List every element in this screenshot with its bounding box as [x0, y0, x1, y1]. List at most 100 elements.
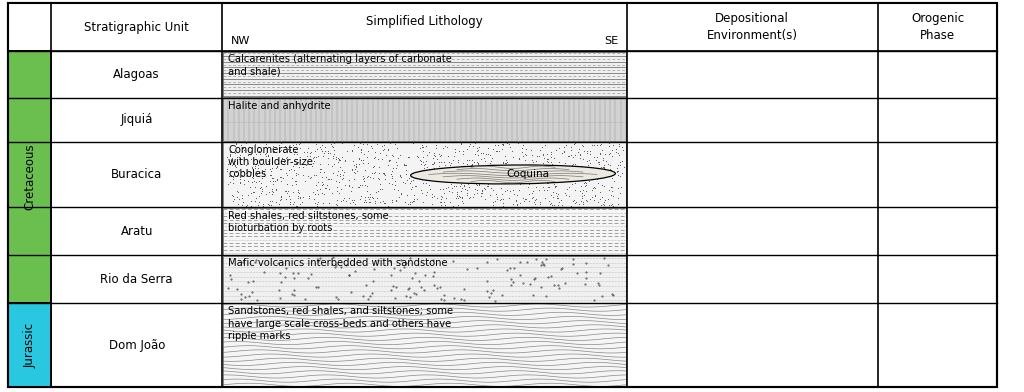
- Point: [344, 166, 360, 172]
- Point: [367, 155, 383, 161]
- Point: [295, 163, 311, 170]
- Point: [521, 198, 538, 204]
- Point: [376, 170, 392, 176]
- Point: [494, 145, 510, 152]
- Point: [338, 148, 354, 154]
- Point: [571, 154, 588, 161]
- Point: [536, 151, 552, 157]
- Point: [524, 188, 541, 194]
- Point: [252, 191, 268, 197]
- Point: [450, 159, 466, 165]
- Point: [375, 146, 391, 152]
- Point: [381, 158, 397, 164]
- Text: Depositional
Environment(s): Depositional Environment(s): [707, 12, 798, 42]
- Point: [370, 188, 386, 194]
- Point: [265, 181, 282, 187]
- Point: [221, 168, 238, 174]
- Point: [507, 162, 523, 168]
- Point: [429, 195, 445, 201]
- Point: [403, 185, 420, 192]
- Point: [278, 170, 294, 176]
- Point: [415, 148, 431, 154]
- Point: [367, 149, 383, 155]
- Point: [305, 157, 322, 163]
- Point: [312, 166, 329, 172]
- Point: [386, 186, 402, 192]
- Point: [450, 201, 466, 208]
- Point: [608, 149, 625, 156]
- Point: [225, 176, 242, 182]
- Point: [274, 175, 291, 181]
- Point: [520, 175, 537, 181]
- Point: [230, 167, 247, 173]
- Point: [470, 152, 486, 158]
- Point: [344, 184, 360, 191]
- Point: [464, 162, 480, 169]
- Point: [279, 154, 295, 161]
- Point: [462, 193, 478, 200]
- Point: [272, 166, 289, 172]
- Point: [414, 161, 430, 167]
- Point: [299, 149, 315, 155]
- Point: [542, 171, 558, 177]
- Point: [555, 149, 571, 155]
- Point: [384, 181, 400, 187]
- Point: [454, 195, 470, 201]
- Point: [554, 165, 570, 171]
- Point: [224, 198, 241, 204]
- Point: [433, 196, 450, 202]
- Point: [571, 188, 588, 194]
- Point: [564, 162, 581, 169]
- Point: [355, 157, 372, 163]
- Point: [282, 166, 298, 172]
- Point: [511, 187, 527, 193]
- Point: [406, 173, 422, 180]
- Point: [572, 183, 589, 189]
- Point: [334, 140, 350, 146]
- Point: [566, 187, 583, 193]
- Point: [425, 161, 441, 167]
- Point: [264, 174, 281, 181]
- Point: [401, 200, 418, 206]
- Point: [364, 145, 380, 151]
- Point: [502, 144, 518, 150]
- Point: [355, 141, 372, 147]
- Point: [318, 182, 335, 189]
- Point: [511, 187, 527, 193]
- Point: [474, 190, 490, 196]
- Point: [297, 178, 313, 184]
- Point: [412, 171, 428, 177]
- Point: [365, 163, 381, 170]
- Point: [592, 150, 608, 156]
- Point: [495, 141, 511, 147]
- Point: [265, 178, 282, 184]
- Point: [517, 151, 534, 157]
- Point: [353, 193, 370, 199]
- Point: [615, 163, 632, 170]
- Point: [331, 190, 347, 196]
- Point: [603, 184, 620, 191]
- Point: [551, 199, 567, 205]
- Point: [390, 154, 407, 161]
- Point: [409, 195, 425, 201]
- Point: [564, 181, 581, 187]
- Point: [222, 179, 239, 185]
- Point: [280, 172, 296, 178]
- Point: [350, 161, 367, 167]
- Point: [531, 153, 548, 160]
- Point: [579, 158, 595, 164]
- Point: [313, 181, 330, 188]
- Point: [306, 172, 323, 178]
- Point: [499, 159, 515, 165]
- Point: [305, 160, 322, 166]
- Point: [244, 174, 260, 180]
- Point: [442, 162, 459, 168]
- Point: [453, 181, 469, 187]
- Point: [463, 172, 479, 179]
- Point: [260, 151, 276, 158]
- Point: [371, 164, 387, 170]
- Point: [353, 149, 370, 155]
- Point: [473, 188, 489, 194]
- Point: [228, 172, 245, 178]
- Point: [540, 159, 556, 165]
